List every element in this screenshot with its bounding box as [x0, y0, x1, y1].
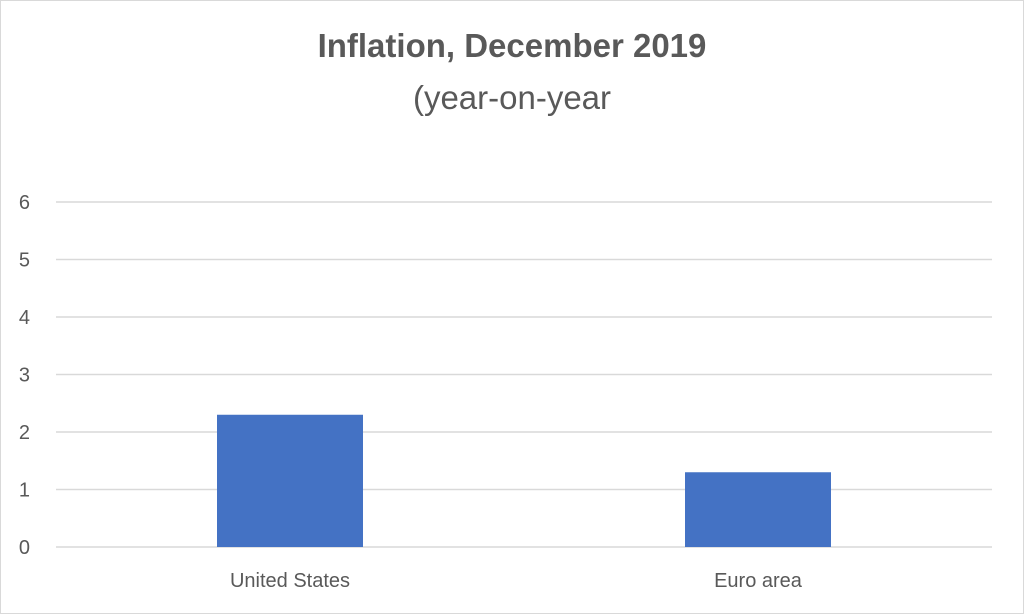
- y-tick-label: 0: [19, 537, 30, 559]
- y-tick-label: 1: [19, 480, 30, 502]
- y-tick-label: 6: [19, 192, 30, 214]
- bar-euro-area: [685, 472, 831, 547]
- y-axis-tick-labels: 0 1 2 3 4 5 6: [19, 192, 30, 559]
- y-tick-label: 2: [19, 422, 30, 444]
- chart-title: Inflation, December 2019: [317, 27, 707, 64]
- bar-united-states: [217, 414, 363, 547]
- y-tick-label: 4: [19, 307, 30, 329]
- bars: [217, 414, 831, 547]
- x-tick-label: United States: [230, 570, 350, 592]
- gridlines: [56, 201, 992, 548]
- x-axis-tick-labels: United States Euro area: [230, 570, 803, 592]
- x-tick-label: Euro area: [714, 570, 803, 592]
- y-tick-label: 3: [19, 365, 30, 387]
- chart-subtitle: (year-on-year: [412, 79, 612, 116]
- y-tick-label: 5: [19, 250, 30, 272]
